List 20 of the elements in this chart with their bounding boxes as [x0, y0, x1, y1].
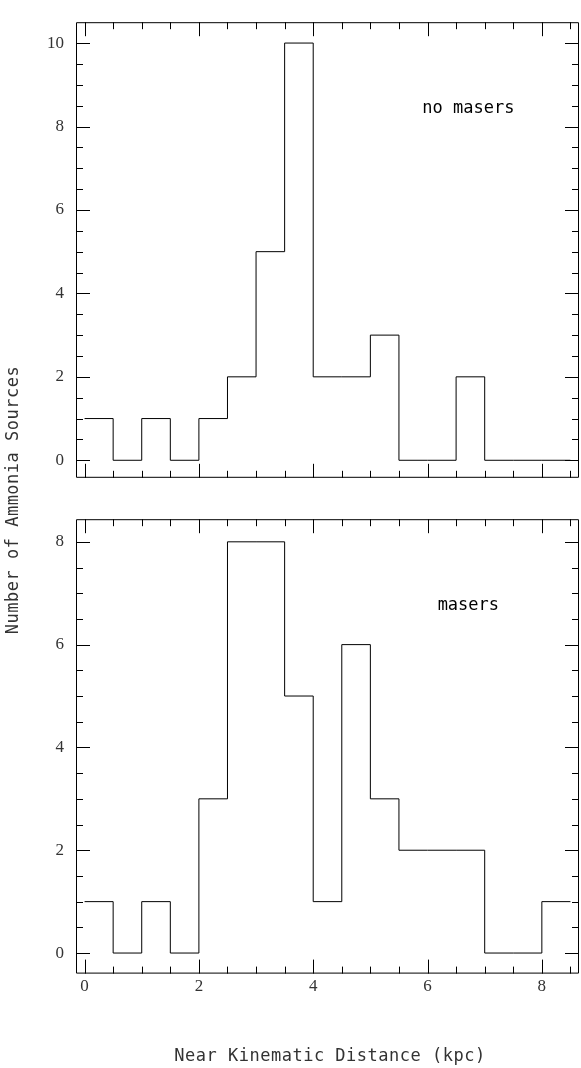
- y-tick-label: 6: [55, 199, 64, 219]
- y-tick-label: 10: [47, 32, 64, 52]
- x-tick-label: 6: [423, 976, 432, 996]
- y-tick-label: 0: [55, 942, 64, 962]
- x-tick-label: 2: [194, 976, 204, 996]
- y-tick-label: 8: [55, 531, 64, 551]
- y-tick-label: 0: [55, 449, 64, 469]
- y-tick-label: 8: [55, 115, 64, 135]
- y-tick-label: 6: [55, 634, 64, 654]
- y-tick-label: 4: [55, 282, 65, 302]
- x-tick-label: 4: [308, 976, 318, 996]
- annotation: masers: [437, 593, 500, 614]
- x-tick-label: 0: [80, 976, 89, 996]
- y-axis-title: Number of Ammonia Sources: [2, 365, 22, 635]
- y-tick-label: 2: [55, 366, 64, 386]
- x-tick-label: 8: [537, 976, 547, 996]
- y-tick-label: 2: [55, 839, 64, 859]
- x-axis-title: Near Kinematic Distance (kpc): [174, 1045, 486, 1065]
- y-tick-label: 4: [55, 736, 65, 756]
- annotation: no masers: [422, 97, 515, 118]
